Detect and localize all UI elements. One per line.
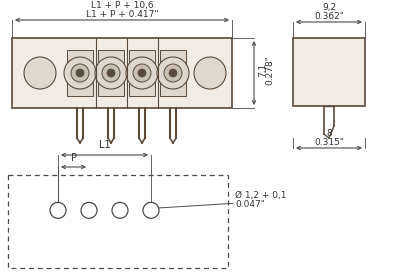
Circle shape xyxy=(76,69,84,77)
Bar xyxy=(160,50,186,96)
Text: 0.278": 0.278" xyxy=(265,55,274,85)
Circle shape xyxy=(102,64,120,82)
Bar xyxy=(8,175,228,268)
Circle shape xyxy=(24,57,56,89)
Text: 9,2: 9,2 xyxy=(322,3,336,12)
Bar xyxy=(129,50,155,96)
Bar xyxy=(12,38,232,108)
Bar xyxy=(67,50,93,96)
Circle shape xyxy=(138,69,146,77)
Text: 8: 8 xyxy=(326,129,332,138)
Circle shape xyxy=(95,57,127,89)
Text: 0.315": 0.315" xyxy=(314,138,344,147)
Circle shape xyxy=(133,64,151,82)
Bar xyxy=(98,50,124,96)
Text: L1 + P + 10,6: L1 + P + 10,6 xyxy=(91,1,153,10)
Circle shape xyxy=(157,57,189,89)
Text: 0.047": 0.047" xyxy=(235,200,265,209)
Text: 0.362": 0.362" xyxy=(314,12,344,21)
Circle shape xyxy=(107,69,115,77)
Text: L1 + P + 0.417": L1 + P + 0.417" xyxy=(86,10,158,19)
Text: 7,1: 7,1 xyxy=(258,63,267,77)
Text: L1: L1 xyxy=(99,140,110,150)
Bar xyxy=(293,38,365,106)
Circle shape xyxy=(194,57,226,89)
Circle shape xyxy=(126,57,158,89)
Text: Ø 1,2 + 0,1: Ø 1,2 + 0,1 xyxy=(235,191,286,200)
Text: P: P xyxy=(70,153,76,163)
Circle shape xyxy=(71,64,89,82)
Circle shape xyxy=(164,64,182,82)
Circle shape xyxy=(169,69,177,77)
Circle shape xyxy=(64,57,96,89)
